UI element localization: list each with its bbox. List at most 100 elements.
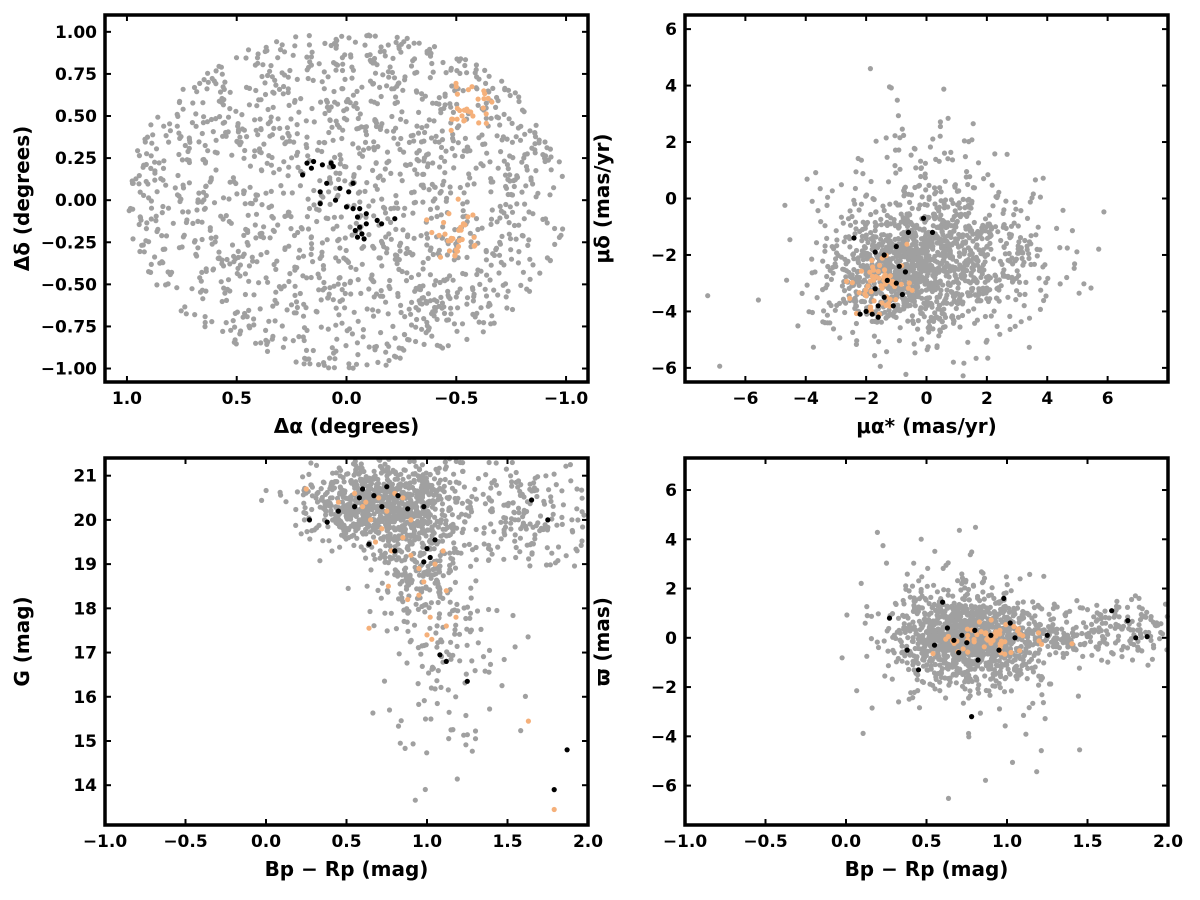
data-point (962, 260, 968, 266)
data-point (579, 538, 585, 544)
data-point (904, 241, 910, 247)
data-point (546, 487, 552, 493)
data-point (437, 477, 443, 483)
data-point (321, 86, 327, 92)
data-point (860, 171, 866, 177)
data-point (427, 75, 433, 81)
data-point (503, 466, 509, 472)
data-point (421, 559, 427, 565)
data-point (530, 181, 536, 187)
data-point (323, 512, 329, 518)
data-point (425, 255, 431, 261)
data-point (459, 321, 466, 327)
data-point (494, 133, 500, 139)
data-point (975, 160, 982, 166)
data-point (941, 201, 947, 207)
data-point (331, 365, 337, 371)
data-point (314, 491, 320, 497)
data-point (486, 606, 492, 613)
data-point (266, 204, 272, 211)
data-point (862, 225, 868, 231)
data-point (893, 243, 899, 250)
data-point (529, 550, 535, 556)
data-point (300, 474, 306, 480)
data-point (542, 522, 548, 528)
data-point (965, 339, 971, 345)
data-point (447, 599, 453, 605)
y-tick-label: −0.50 (41, 275, 97, 295)
data-point (332, 356, 338, 362)
data-point (806, 309, 812, 315)
data-point (424, 164, 431, 170)
data-point (1019, 255, 1025, 261)
data-point (453, 458, 459, 464)
data-point (853, 320, 860, 327)
data-point (199, 236, 205, 243)
data-point (488, 216, 495, 222)
data-point (945, 156, 951, 162)
data-point (400, 495, 406, 501)
data-point (506, 231, 512, 237)
data-point (279, 70, 285, 76)
data-point (384, 484, 390, 490)
data-point (411, 622, 418, 628)
data-point (136, 181, 142, 187)
data-point (474, 608, 481, 614)
data-point (928, 314, 934, 320)
data-point (428, 215, 434, 221)
data-point (890, 303, 896, 309)
data-point (300, 172, 306, 178)
data-point (157, 260, 163, 266)
data-point (895, 113, 902, 119)
data-point (894, 97, 900, 103)
data-point (523, 526, 529, 532)
data-point (165, 205, 172, 211)
data-point (184, 217, 190, 223)
data-point (153, 218, 159, 224)
data-point (319, 148, 325, 155)
data-point (878, 319, 885, 325)
data-point (379, 504, 385, 510)
data-point (384, 473, 390, 479)
data-point (544, 527, 551, 533)
data-point (391, 86, 397, 92)
data-point (424, 300, 430, 306)
data-point (481, 320, 487, 326)
data-point (453, 694, 459, 700)
data-point (416, 477, 422, 483)
data-point (353, 467, 359, 473)
data-point (854, 274, 860, 280)
data-point (491, 320, 497, 326)
data-point (968, 205, 974, 211)
data-point (433, 278, 439, 284)
data-point (513, 469, 519, 476)
data-point (308, 241, 315, 247)
data-point (405, 506, 411, 512)
data-point (970, 582, 977, 588)
data-point (336, 465, 342, 471)
data-point (459, 511, 465, 517)
data-point (416, 530, 423, 536)
data-point (1072, 261, 1078, 267)
data-point (404, 519, 410, 525)
data-point (482, 286, 488, 292)
data-point (847, 295, 853, 301)
data-point (342, 290, 348, 297)
data-point (930, 266, 936, 272)
data-point (327, 500, 333, 506)
data-point (407, 572, 413, 578)
data-point (455, 196, 461, 202)
data-point (867, 66, 874, 72)
data-point (882, 246, 889, 252)
data-point (290, 52, 296, 58)
data-point (878, 236, 884, 242)
data-point (327, 486, 333, 492)
data-point (304, 54, 310, 60)
data-point (505, 191, 511, 198)
data-point (465, 144, 471, 150)
data-point (355, 145, 361, 151)
data-point (450, 236, 456, 242)
data-point (493, 104, 499, 110)
data-point (239, 112, 245, 118)
